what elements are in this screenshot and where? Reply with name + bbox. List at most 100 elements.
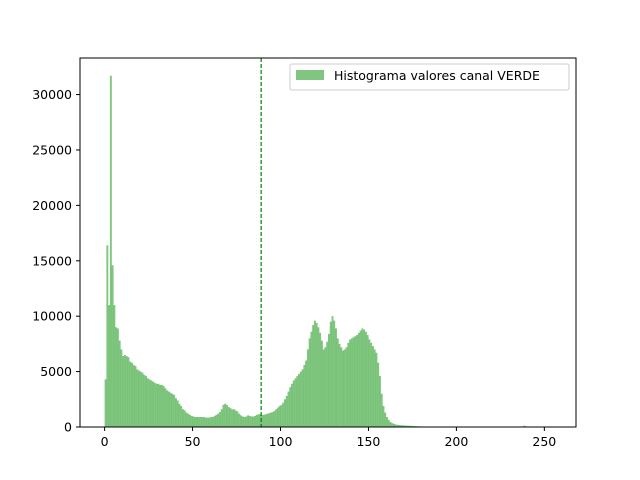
- legend-swatch: [296, 70, 324, 80]
- histogram-bar: [166, 390, 169, 427]
- histogram-bar: [329, 321, 332, 427]
- histogram-bar: [326, 341, 329, 427]
- x-tick-label: 200: [444, 434, 468, 449]
- histogram-bar: [264, 414, 267, 427]
- histogram-bar: [394, 424, 397, 427]
- histogram-bar: [349, 339, 352, 427]
- y-tick-label: 0: [64, 420, 72, 435]
- histogram-bar: [234, 410, 237, 427]
- histogram-bar: [299, 371, 302, 427]
- histogram-bar: [196, 417, 198, 427]
- histogram-bar: [324, 347, 327, 427]
- histogram-bar: [240, 415, 242, 427]
- histogram-bar: [405, 425, 408, 427]
- histogram-bar: [320, 340, 323, 427]
- histogram-bar: [375, 352, 378, 427]
- histogram-bar: [129, 361, 132, 427]
- histogram-bar: [111, 265, 114, 427]
- histogram-bar: [361, 328, 364, 427]
- y-axis-ticks: 0 5000 10000 15000 20000 25000 30000: [32, 87, 80, 435]
- y-tick-label: 30000: [32, 87, 72, 102]
- histogram-bar: [204, 417, 207, 427]
- histogram-bar: [159, 384, 162, 427]
- histogram-bar: [243, 417, 246, 427]
- histogram-bar: [380, 393, 383, 427]
- histogram-bar: [310, 331, 313, 427]
- histogram-bar: [250, 416, 253, 427]
- histogram-bar: [391, 423, 394, 427]
- histogram-bar: [134, 366, 137, 427]
- histogram-bar: [319, 332, 322, 427]
- histogram-bar: [109, 75, 112, 427]
- histogram-bar: [164, 388, 167, 427]
- histogram-bar: [400, 425, 403, 427]
- histogram-bar: [167, 391, 170, 427]
- histogram-bar: [403, 425, 406, 427]
- histogram-bar: [143, 374, 146, 427]
- histogram-bar: [343, 349, 346, 427]
- histogram-bar: [160, 384, 163, 427]
- histogram-bar: [282, 402, 285, 427]
- histogram-bar: [294, 378, 297, 427]
- histogram-bar: [370, 342, 373, 427]
- histogram-bar: [257, 414, 260, 427]
- histogram-bar: [106, 245, 109, 427]
- histogram-bar: [357, 332, 360, 427]
- y-tick-label: 10000: [32, 309, 72, 324]
- histogram-bar: [211, 417, 214, 427]
- histogram-bar: [148, 379, 151, 427]
- histogram-bar: [233, 409, 235, 427]
- histogram-bar: [523, 425, 526, 427]
- histogram-bar: [248, 415, 251, 427]
- histogram-bar: [345, 347, 348, 427]
- histogram-bars: [104, 75, 527, 427]
- histogram-bar: [280, 404, 283, 427]
- histogram-bar: [189, 414, 191, 427]
- histogram-bar: [333, 320, 336, 427]
- histogram-bar: [208, 417, 211, 427]
- histogram-bar: [127, 357, 130, 427]
- histogram-bar: [338, 343, 341, 427]
- histogram-bar: [227, 407, 230, 427]
- histogram-bar: [118, 340, 121, 427]
- histogram-bar: [306, 349, 309, 427]
- histogram-bar: [291, 383, 293, 427]
- histogram-bar: [171, 393, 174, 427]
- x-tick-label: 100: [269, 434, 293, 449]
- histogram-bar: [373, 349, 376, 427]
- histogram-bar: [259, 414, 262, 427]
- histogram-bar: [366, 335, 369, 427]
- histogram-bar: [322, 349, 325, 427]
- histogram-bar: [276, 407, 279, 427]
- histogram-bar: [125, 356, 128, 427]
- histogram-bar: [206, 417, 209, 427]
- histogram-bar: [138, 370, 140, 427]
- histogram-bar: [131, 362, 133, 427]
- histogram-bar: [275, 409, 278, 427]
- histogram-bar: [398, 425, 401, 427]
- histogram-bar: [116, 328, 119, 427]
- histogram-bar: [269, 412, 272, 427]
- histogram-bar: [262, 414, 265, 427]
- histogram-bar: [292, 380, 295, 427]
- histogram-bar: [377, 362, 380, 427]
- histogram-bar: [261, 414, 264, 427]
- histogram-bar: [218, 412, 221, 427]
- histogram-bar: [155, 383, 158, 427]
- histogram-bar: [115, 327, 118, 427]
- histogram-bar: [386, 417, 388, 427]
- histogram-bar: [408, 425, 411, 427]
- histogram-bar: [255, 414, 258, 427]
- histogram-bar: [268, 413, 271, 427]
- histogram-bar: [364, 331, 367, 427]
- histogram-bar: [371, 346, 374, 427]
- histogram-bar: [287, 391, 290, 427]
- histogram-bar: [169, 392, 172, 427]
- histogram-bar: [359, 330, 362, 427]
- x-axis-ticks: 0 50 100 150 200 250: [101, 427, 556, 449]
- histogram-bar: [271, 412, 274, 427]
- histogram-bar: [254, 415, 257, 427]
- y-tick-label: 20000: [32, 198, 72, 213]
- x-tick-label: 50: [185, 434, 201, 449]
- histogram-bar: [350, 338, 353, 427]
